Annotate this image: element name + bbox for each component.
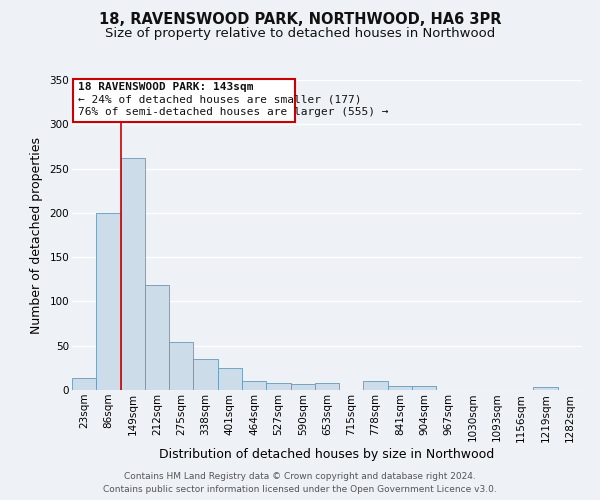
Text: 76% of semi-detached houses are larger (555) →: 76% of semi-detached houses are larger (… — [78, 108, 389, 118]
Bar — [169, 342, 193, 390]
Text: Contains public sector information licensed under the Open Government Licence v3: Contains public sector information licen… — [103, 485, 497, 494]
FancyBboxPatch shape — [73, 79, 295, 122]
Text: 18, RAVENSWOOD PARK, NORTHWOOD, HA6 3PR: 18, RAVENSWOOD PARK, NORTHWOOD, HA6 3PR — [99, 12, 501, 28]
Bar — [72, 378, 96, 390]
Bar — [218, 368, 242, 390]
Bar — [193, 359, 218, 390]
Text: Size of property relative to detached houses in Northwood: Size of property relative to detached ho… — [105, 28, 495, 40]
Bar — [290, 384, 315, 390]
Text: Contains HM Land Registry data © Crown copyright and database right 2024.: Contains HM Land Registry data © Crown c… — [124, 472, 476, 481]
Bar — [121, 158, 145, 390]
Bar — [96, 213, 121, 390]
Text: ← 24% of detached houses are smaller (177): ← 24% of detached houses are smaller (17… — [78, 94, 362, 104]
X-axis label: Distribution of detached houses by size in Northwood: Distribution of detached houses by size … — [160, 448, 494, 462]
Text: 18 RAVENSWOOD PARK: 143sqm: 18 RAVENSWOOD PARK: 143sqm — [78, 82, 254, 92]
Bar — [364, 381, 388, 390]
Bar — [266, 383, 290, 390]
Bar — [388, 386, 412, 390]
Y-axis label: Number of detached properties: Number of detached properties — [29, 136, 43, 334]
Bar — [145, 286, 169, 390]
Bar — [412, 386, 436, 390]
Bar — [242, 381, 266, 390]
Bar — [533, 388, 558, 390]
Bar — [315, 383, 339, 390]
